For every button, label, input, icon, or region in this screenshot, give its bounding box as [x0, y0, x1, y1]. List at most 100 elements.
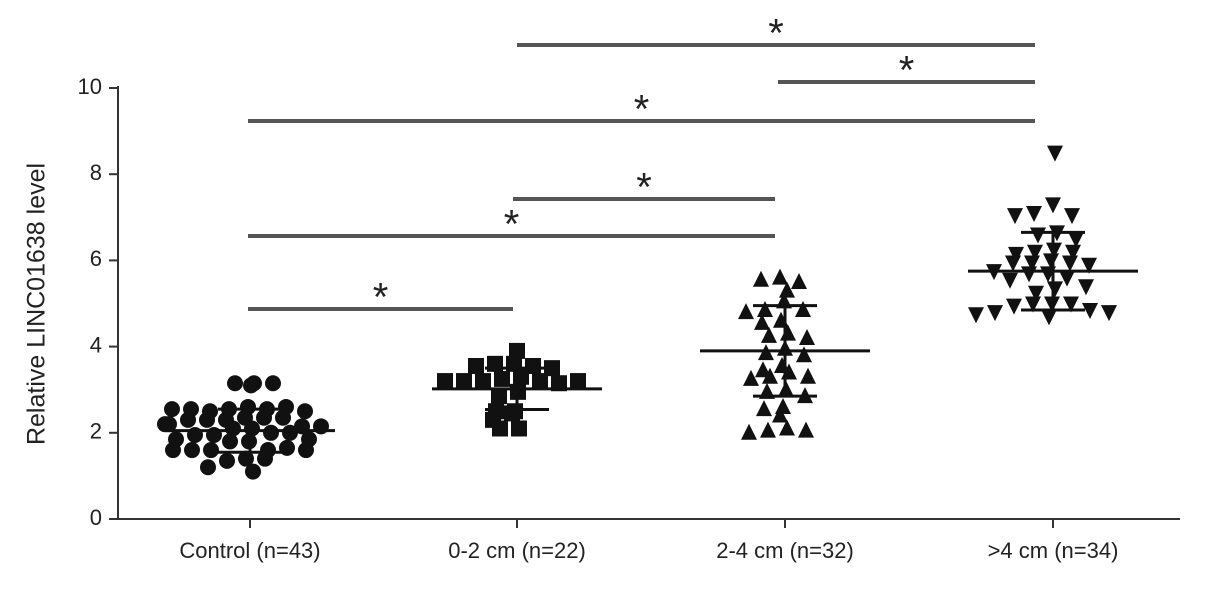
- dot: [1045, 197, 1061, 214]
- dot: [227, 375, 243, 392]
- y-tick-label: 10: [78, 74, 102, 99]
- dot: [203, 442, 219, 459]
- dot: [800, 367, 816, 384]
- dot: [468, 357, 484, 374]
- dot: [1059, 270, 1075, 287]
- dot: [1005, 255, 1021, 272]
- dot: [775, 397, 791, 414]
- significance-star: *: [634, 88, 650, 132]
- y-tick-label: 4: [90, 332, 102, 357]
- dot: [570, 373, 586, 390]
- significance-star: *: [768, 12, 784, 56]
- y-tick-label: 6: [90, 246, 102, 271]
- dot: [1063, 296, 1079, 313]
- dot: [243, 377, 259, 394]
- dot: [1065, 244, 1081, 261]
- dot: [298, 442, 314, 459]
- dot: [199, 411, 215, 428]
- dot: [491, 388, 507, 405]
- dot: [245, 463, 261, 480]
- dot: [200, 459, 216, 476]
- dot: [532, 373, 548, 390]
- dot: [1025, 296, 1041, 313]
- dot: [741, 423, 757, 440]
- dot: [987, 305, 1003, 322]
- significance-star: *: [636, 166, 652, 210]
- x-tick-label: Control (n=43): [179, 538, 320, 563]
- significance-star: *: [899, 49, 915, 93]
- dot: [779, 281, 795, 298]
- dot: [1030, 227, 1046, 244]
- dot: [795, 300, 811, 317]
- dot: [1062, 255, 1078, 272]
- x-tick-label: 0-2 cm (n=22): [448, 538, 586, 563]
- dot: [297, 403, 313, 420]
- dot: [164, 401, 180, 418]
- dot: [1068, 231, 1084, 248]
- dot: [791, 272, 807, 289]
- dot: [753, 270, 769, 287]
- dot: [761, 326, 777, 343]
- dot: [219, 452, 235, 469]
- dot: [798, 421, 814, 438]
- dot: [1082, 302, 1098, 319]
- dot: [738, 303, 754, 320]
- dot: [257, 450, 273, 467]
- y-tick-label: 2: [90, 419, 102, 444]
- dot: [263, 424, 279, 441]
- y-tick-label: 0: [90, 505, 102, 530]
- dot: [513, 368, 529, 385]
- dot: [222, 433, 238, 450]
- dot: [1007, 208, 1023, 225]
- dot: [180, 411, 196, 428]
- dot: [743, 369, 759, 386]
- error-bar: [753, 304, 817, 398]
- dot: [165, 442, 181, 459]
- dot: [475, 373, 491, 390]
- dot: [1024, 255, 1040, 272]
- significance-star: *: [504, 203, 520, 247]
- dot: [1047, 281, 1063, 298]
- dot: [760, 421, 776, 438]
- dot: [279, 439, 295, 456]
- error-bar: [485, 366, 549, 412]
- dot: [1021, 266, 1037, 283]
- dot: [1064, 208, 1080, 225]
- dot: [1006, 298, 1022, 315]
- x-tick-label: 2-4 cm (n=32): [716, 538, 854, 563]
- dot: [762, 367, 778, 384]
- dot: [773, 311, 789, 328]
- dot: [1078, 279, 1094, 296]
- dot: [544, 360, 560, 377]
- dot: [755, 361, 771, 378]
- dot: [244, 420, 260, 437]
- dot: [494, 370, 510, 387]
- x-tick-label: >4 cm (n=34): [988, 538, 1119, 563]
- dot: [796, 346, 812, 363]
- dot: [551, 375, 567, 392]
- dot: [1041, 309, 1057, 326]
- dot: [1026, 205, 1042, 222]
- dot: [509, 342, 525, 359]
- dot: [757, 300, 773, 317]
- dot: [256, 409, 272, 426]
- dot: [225, 420, 241, 437]
- dot: [157, 416, 173, 433]
- dot: [238, 450, 254, 467]
- dot: [772, 268, 788, 285]
- dot: [779, 419, 795, 436]
- dot: [1101, 305, 1117, 322]
- dot: [1027, 244, 1043, 261]
- dot: [756, 400, 772, 417]
- dot: [1081, 257, 1097, 274]
- dot: [1047, 145, 1063, 162]
- dot: [1002, 272, 1018, 289]
- dot: [184, 442, 200, 459]
- dot: [1043, 253, 1059, 270]
- dot: [492, 420, 508, 437]
- dot: [799, 328, 815, 345]
- dot: [265, 375, 281, 392]
- error-bar: [218, 407, 282, 454]
- dot: [772, 406, 788, 423]
